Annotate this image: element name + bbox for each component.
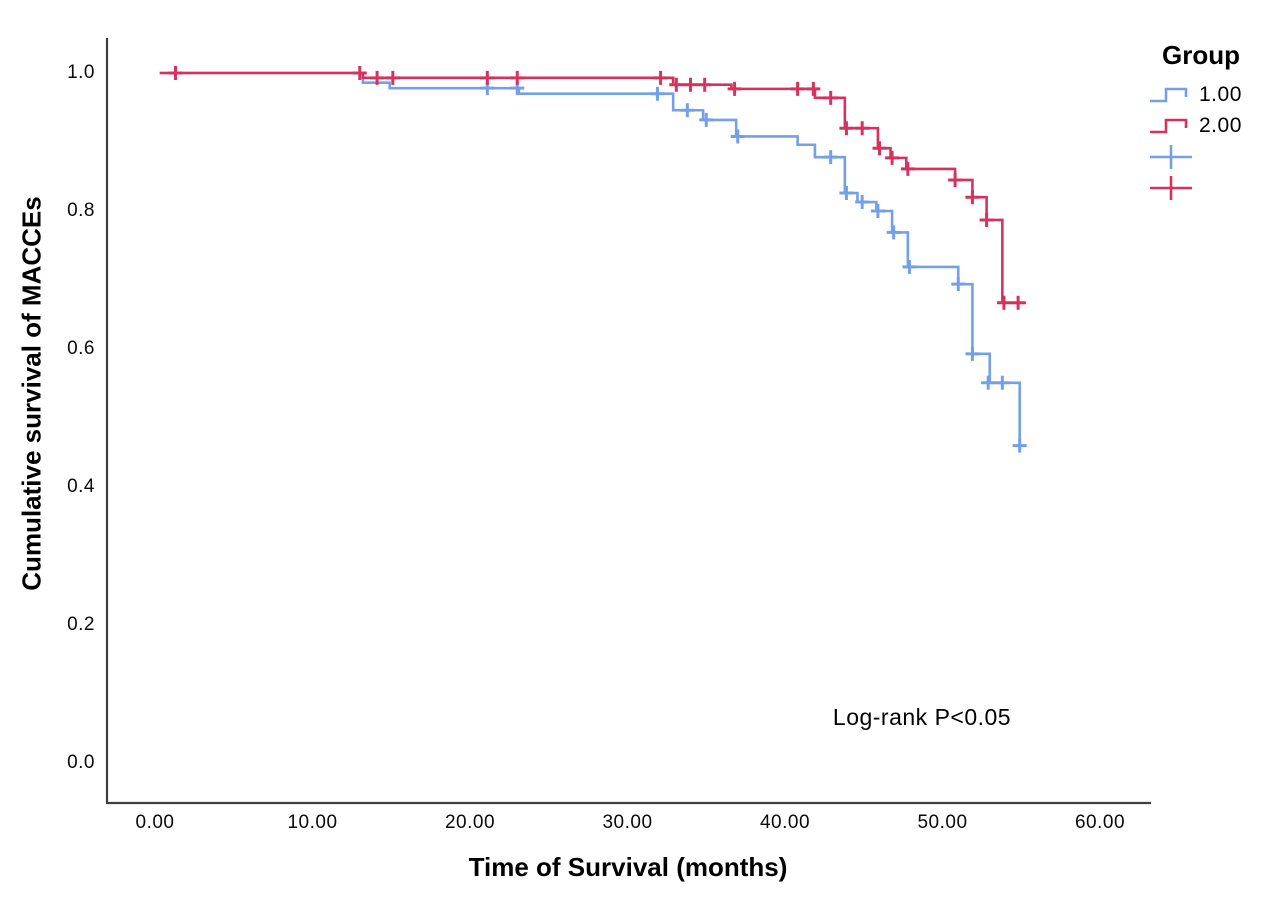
legend-entries: 1.00 2.00 — [1148, 79, 1276, 203]
legend-entry: 1.00 — [1148, 79, 1276, 110]
x-tick-label: 30.00 — [602, 812, 653, 833]
legend-step-line-icon — [1150, 87, 1188, 102]
x-tick-label: 20.00 — [444, 812, 496, 833]
km-curve-group-1.00 — [159, 71, 1023, 447]
x-tick-label: 0.00 — [135, 812, 175, 833]
km-censor-marks-group-1.00 — [480, 81, 1027, 453]
x-axis-title: Time of Survival (months) — [468, 852, 788, 882]
km-curve-group-2.00 — [159, 71, 1026, 305]
km-censor-marks-group-2.00 — [168, 66, 1026, 310]
legend-title: Group — [1162, 40, 1240, 70]
legend-censor-plus-icon — [1150, 175, 1192, 200]
legend: Group 1.00 2.00 — [1148, 40, 1276, 203]
y-tick-label: 1.0 — [67, 62, 95, 83]
legend-step-line-icon — [1150, 118, 1188, 133]
x-tick-label: 50.00 — [917, 812, 968, 833]
y-tick-label: 0.8 — [67, 200, 95, 221]
legend-entry-label: 2.00 — [1199, 113, 1242, 137]
legend-entry — [1148, 172, 1276, 203]
y-tick-label: 0.0 — [67, 752, 95, 773]
legend-entry-label: 1.00 — [1199, 82, 1242, 106]
y-axis-title: Cumulative survival of MACCEs — [16, 196, 47, 591]
y-tick-label: 0.2 — [67, 614, 95, 635]
y-tick-label: 0.4 — [67, 476, 95, 497]
y-tick-label: 0.6 — [67, 338, 95, 359]
legend-entry — [1148, 141, 1276, 172]
log-rank-annotation: Log-rank P<0.05 — [832, 704, 1012, 730]
legend-entry: 2.00 — [1148, 110, 1276, 141]
x-tick-label: 40.00 — [759, 812, 811, 833]
x-tick-label: 10.00 — [287, 812, 338, 833]
x-tick-label: 60.00 — [1074, 812, 1126, 833]
legend-censor-plus-icon — [1150, 144, 1192, 169]
